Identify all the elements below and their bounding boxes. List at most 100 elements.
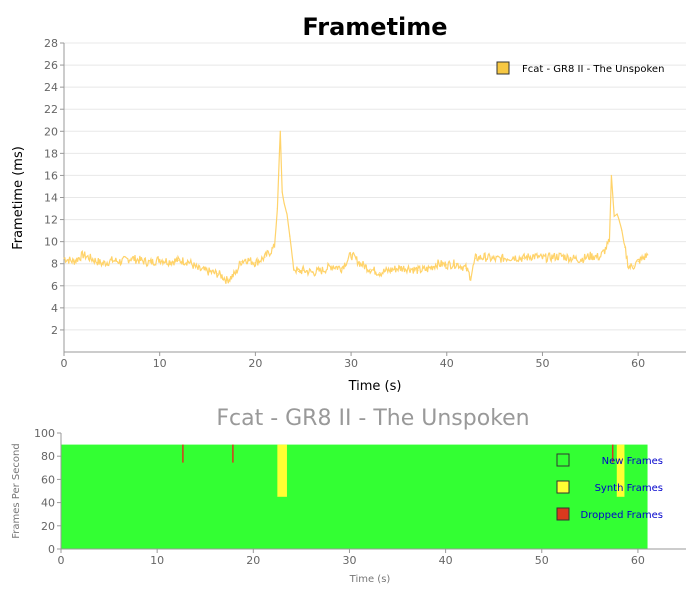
fps-y-tick-label: 100	[34, 427, 55, 440]
frametime-point	[561, 255, 563, 257]
y-tick-label: 10	[44, 236, 58, 249]
legend-new-swatch	[556, 453, 570, 467]
frametime-point	[206, 270, 209, 273]
frametime-point	[610, 174, 612, 177]
frametime-point	[616, 213, 618, 215]
frametime-point	[240, 260, 242, 263]
frametime-point	[599, 256, 601, 258]
frametime-point	[331, 265, 333, 267]
frametime-point	[245, 258, 247, 260]
frametime-x-ticks: 0 10 20 30 40 50 60	[61, 352, 645, 370]
frametime-point	[407, 267, 410, 269]
y-tick-label: 18	[44, 147, 58, 160]
y-tick-label: 20	[44, 125, 58, 138]
y-tick-label: 6	[51, 280, 58, 293]
x-tick-label: 40	[440, 357, 454, 370]
frametime-point	[470, 276, 472, 278]
frametime-point	[235, 271, 237, 274]
frametime-point	[149, 262, 151, 264]
frametime-point	[286, 213, 288, 215]
frametime-point	[289, 235, 291, 237]
frametime-point	[637, 260, 639, 263]
frametime-point	[446, 264, 448, 266]
fps-y-axis-label: Frames Per Second	[11, 443, 22, 538]
frametime-point	[130, 257, 132, 259]
frametime-point	[302, 269, 304, 271]
fps-chart-title: Fcat - GR8 II - The Unspoken	[216, 406, 529, 431]
x-tick-label: 20	[248, 357, 262, 370]
frametime-series	[63, 130, 649, 284]
frametime-point	[111, 259, 113, 262]
frametime-point	[159, 258, 161, 260]
y-tick-label: 26	[44, 59, 58, 72]
frametime-point	[627, 266, 630, 268]
frametime-point	[221, 275, 223, 277]
frametime-point	[120, 260, 123, 263]
synth-frames-band	[277, 444, 287, 497]
frametime-point	[216, 273, 218, 275]
frametime-point	[82, 254, 84, 256]
frametime-line	[63, 131, 649, 284]
legend-dropped-label: Dropped Frames	[581, 510, 663, 521]
frametime-point	[168, 260, 170, 263]
dropped-frame-marker	[182, 444, 184, 463]
x-tick-label: 10	[153, 357, 167, 370]
frametime-point	[101, 263, 103, 265]
frametime-point	[632, 265, 634, 267]
y-tick-label: 24	[44, 81, 58, 94]
y-tick-label: 12	[44, 214, 58, 227]
legend-synth-label: Synth Frames	[595, 483, 663, 494]
frametime-point	[503, 257, 505, 259]
frametime-point	[379, 271, 381, 274]
frametime-point	[230, 276, 233, 278]
frametime-point	[187, 260, 189, 263]
y-tick-label: 2	[51, 324, 58, 337]
fps-x-tick-label: 10	[150, 554, 164, 567]
dropped-frame-marker	[611, 444, 614, 463]
frametime-point	[532, 255, 534, 257]
legend-synth-swatch	[556, 480, 570, 494]
x-tick-label: 60	[631, 357, 645, 370]
frametime-point	[63, 257, 65, 259]
fps-x-tick-label: 50	[535, 554, 549, 567]
frametime-point	[624, 246, 626, 248]
fps-x-tick-label: 0	[58, 554, 65, 567]
legend-dropped-swatch	[556, 507, 570, 521]
synth-frames-band	[616, 444, 625, 497]
frametime-point	[360, 263, 362, 265]
y-tick-label: 16	[44, 169, 58, 182]
frametime-point	[281, 191, 283, 193]
frametime-point	[484, 256, 486, 258]
y-axis-label: Frametime (ms)	[11, 146, 26, 250]
frametime-point	[197, 268, 199, 270]
frametime-point	[293, 267, 295, 269]
fps-area	[61, 444, 648, 549]
frametime-point	[570, 257, 572, 259]
frametime-point	[618, 218, 620, 221]
frametime-point	[436, 263, 438, 265]
x-axis-label: Time (s)	[348, 379, 402, 394]
fps-y-tick-label: 80	[41, 450, 55, 463]
frametime-point	[276, 207, 278, 210]
frametime-point	[494, 258, 496, 260]
frametime-point	[369, 268, 371, 270]
y-tick-label: 4	[51, 302, 58, 315]
fps-y-tick-label: 20	[41, 520, 55, 533]
frametime-point	[647, 254, 649, 256]
fps-legend: New Frames Synth Frames Dropped Frames	[556, 453, 663, 521]
frametime-point	[522, 257, 524, 259]
frametime-point	[297, 270, 300, 273]
frametime-point	[388, 269, 390, 271]
frametime-point	[321, 269, 323, 271]
frametime-point	[264, 256, 266, 258]
frametime-point	[312, 271, 314, 274]
frametime-point	[283, 202, 285, 204]
frametime-point	[608, 241, 611, 243]
fps-x-tick-label: 60	[631, 554, 645, 567]
fps-y-tick-label: 40	[41, 497, 55, 510]
x-tick-label: 0	[61, 357, 68, 370]
x-tick-label: 30	[344, 357, 358, 370]
frametime-point	[604, 249, 606, 252]
frametime-point	[551, 256, 553, 258]
frametime-point	[417, 269, 419, 271]
